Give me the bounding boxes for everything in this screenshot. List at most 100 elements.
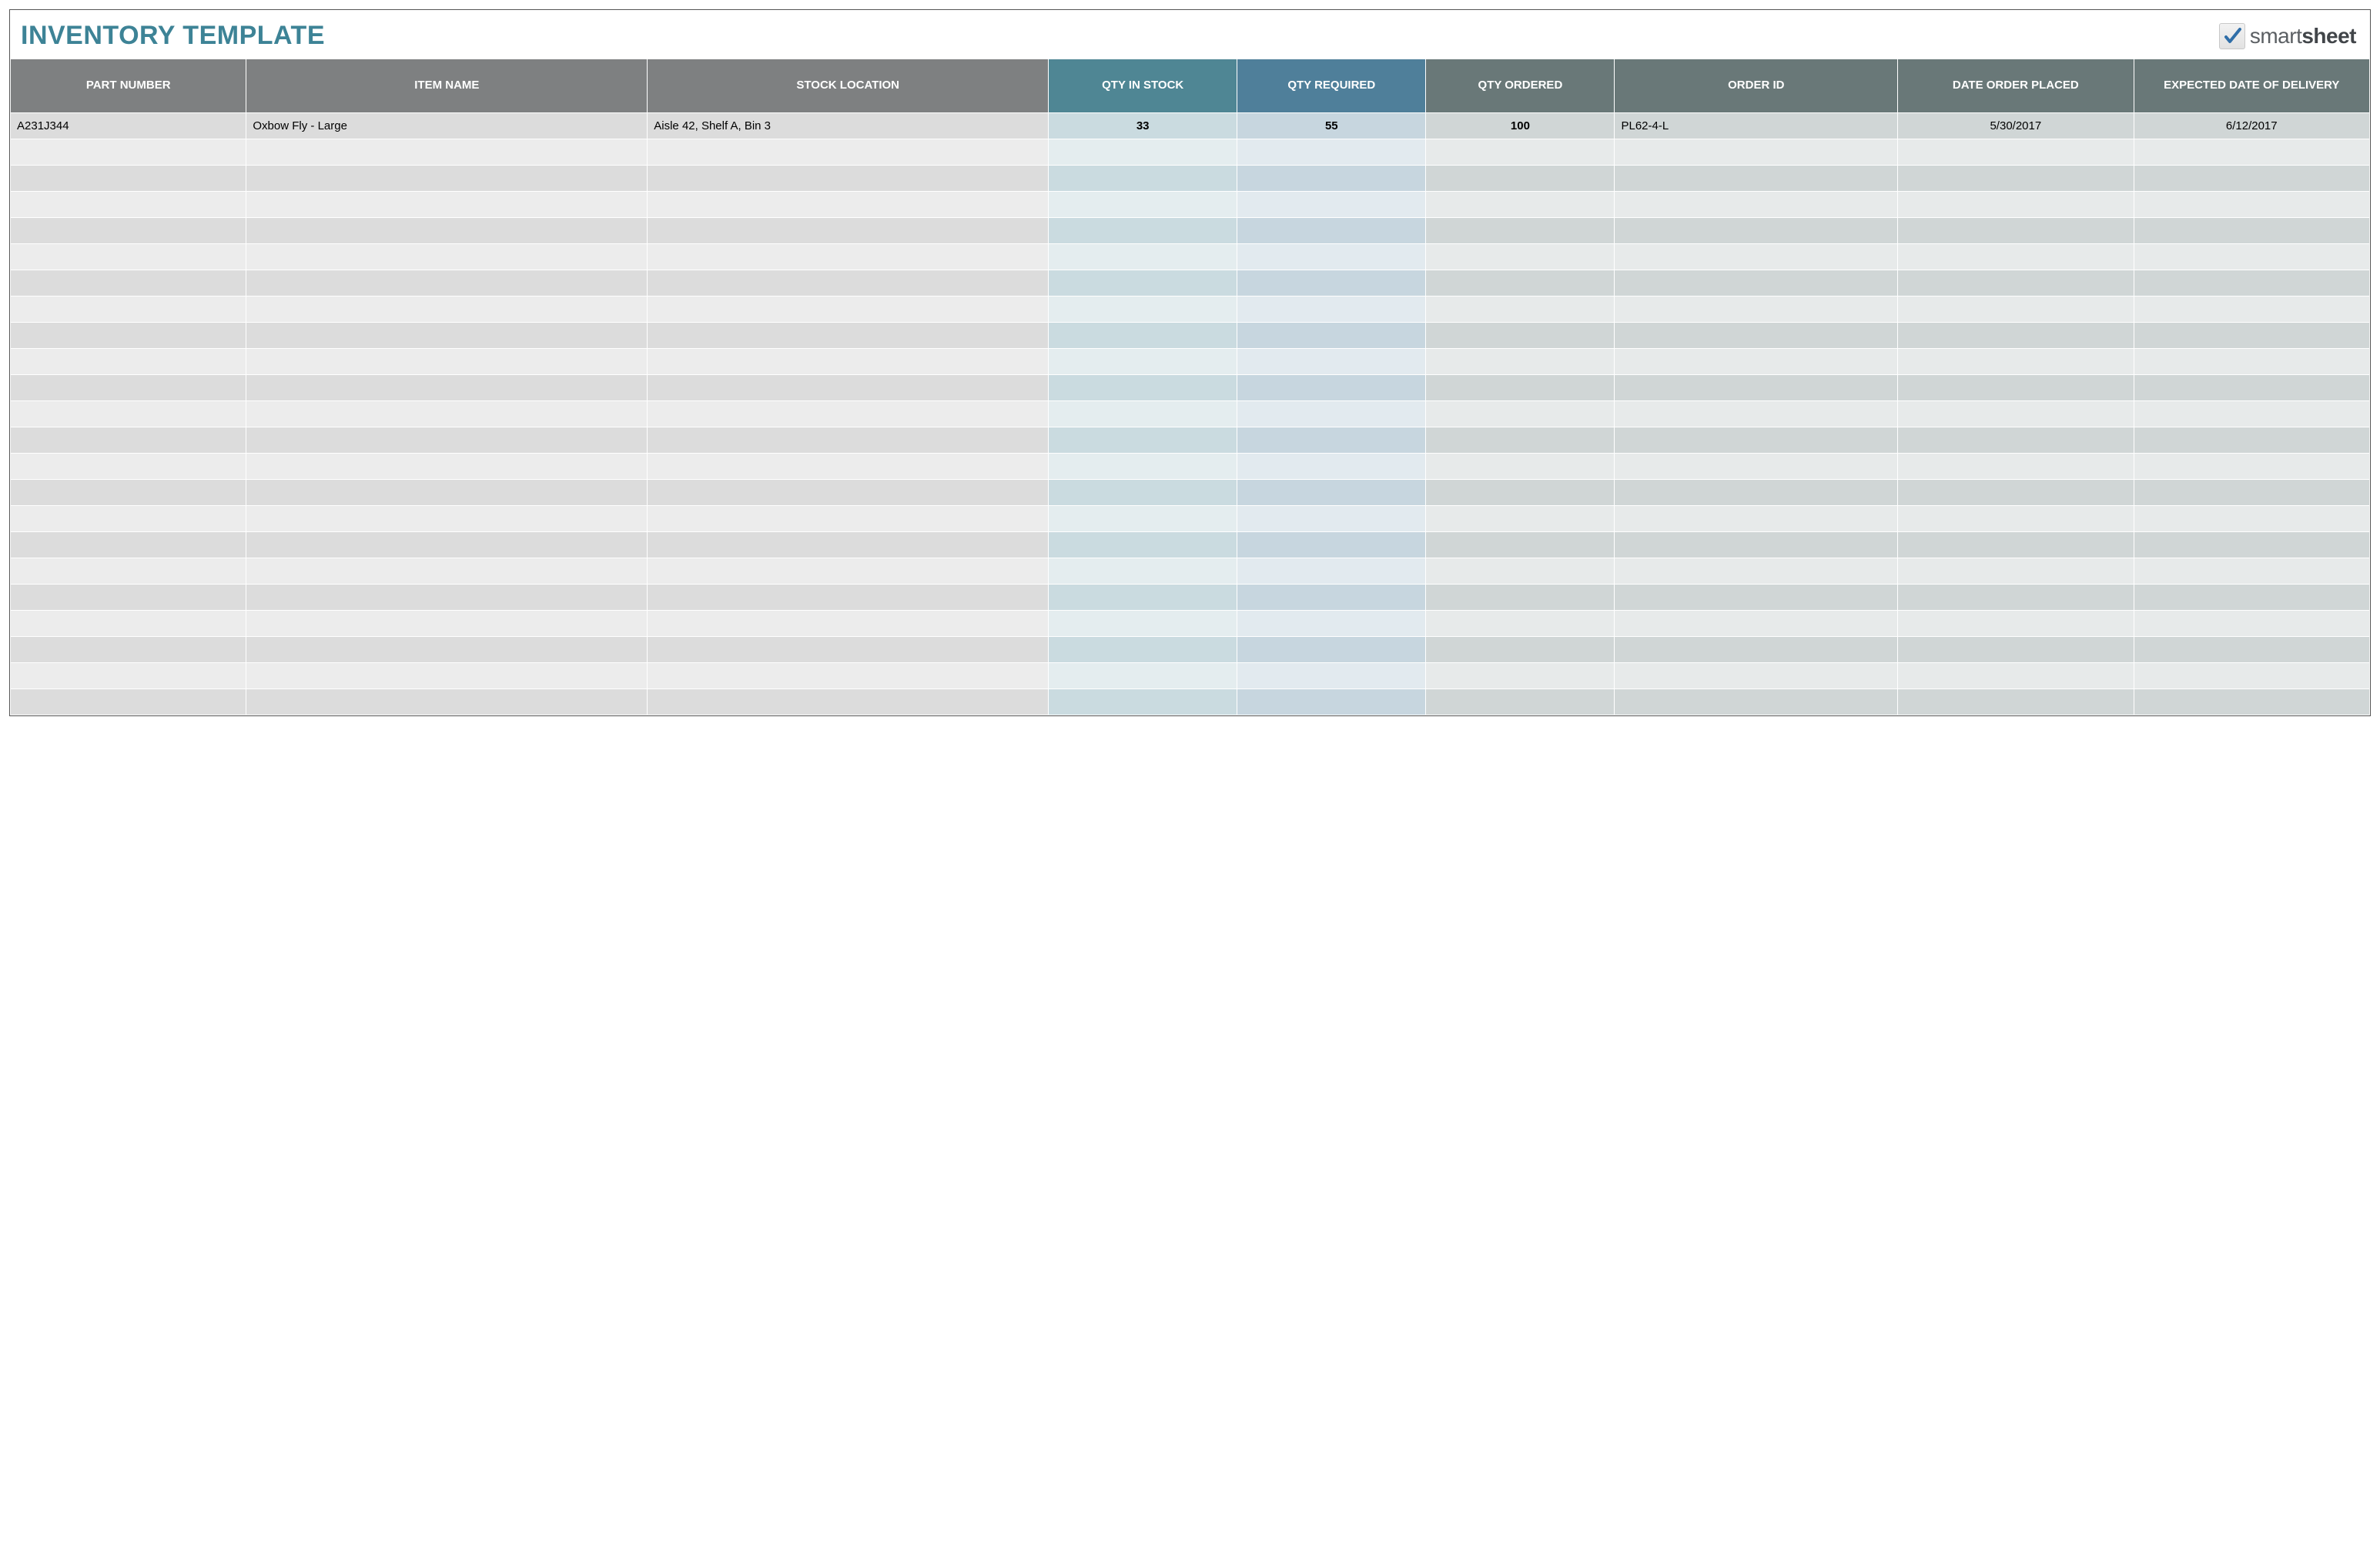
cell-qty_ordered[interactable] (1426, 139, 1615, 166)
cell-part_number[interactable] (11, 375, 246, 401)
table-row[interactable] (11, 139, 2370, 166)
cell-date_delivery[interactable]: 6/12/2017 (2134, 113, 2369, 139)
cell-stock_location[interactable] (648, 192, 1049, 218)
cell-date_delivery[interactable] (2134, 297, 2369, 323)
cell-stock_location[interactable]: Aisle 42, Shelf A, Bin 3 (648, 113, 1049, 139)
cell-item_name[interactable] (246, 139, 648, 166)
cell-stock_location[interactable] (648, 689, 1049, 715)
cell-qty_ordered[interactable] (1426, 375, 1615, 401)
cell-order_id[interactable]: PL62-4-L (1615, 113, 1898, 139)
cell-stock_location[interactable] (648, 244, 1049, 270)
cell-order_id[interactable] (1615, 244, 1898, 270)
cell-date_placed[interactable] (1898, 192, 2134, 218)
table-row[interactable] (11, 297, 2370, 323)
cell-qty_ordered[interactable] (1426, 297, 1615, 323)
cell-qty_required[interactable] (1237, 323, 1426, 349)
cell-qty_in_stock[interactable] (1049, 532, 1237, 558)
cell-order_id[interactable] (1615, 401, 1898, 427)
cell-item_name[interactable] (246, 611, 648, 637)
cell-stock_location[interactable] (648, 454, 1049, 480)
cell-date_placed[interactable] (1898, 323, 2134, 349)
cell-qty_ordered[interactable] (1426, 663, 1615, 689)
cell-item_name[interactable] (246, 532, 648, 558)
cell-date_placed[interactable] (1898, 218, 2134, 244)
cell-order_id[interactable] (1615, 689, 1898, 715)
cell-qty_required[interactable] (1237, 558, 1426, 585)
cell-order_id[interactable] (1615, 637, 1898, 663)
cell-stock_location[interactable] (648, 506, 1049, 532)
cell-item_name[interactable] (246, 375, 648, 401)
cell-item_name[interactable] (246, 349, 648, 375)
cell-part_number[interactable] (11, 297, 246, 323)
cell-date_placed[interactable] (1898, 166, 2134, 192)
cell-stock_location[interactable] (648, 218, 1049, 244)
cell-date_placed[interactable] (1898, 532, 2134, 558)
cell-qty_in_stock[interactable] (1049, 611, 1237, 637)
cell-qty_in_stock[interactable] (1049, 166, 1237, 192)
cell-stock_location[interactable] (648, 558, 1049, 585)
cell-date_delivery[interactable] (2134, 218, 2369, 244)
cell-qty_required[interactable] (1237, 637, 1426, 663)
cell-date_placed[interactable] (1898, 454, 2134, 480)
cell-stock_location[interactable] (648, 480, 1049, 506)
cell-qty_in_stock[interactable] (1049, 585, 1237, 611)
cell-qty_in_stock[interactable] (1049, 218, 1237, 244)
cell-qty_ordered[interactable] (1426, 427, 1615, 454)
cell-order_id[interactable] (1615, 192, 1898, 218)
cell-order_id[interactable] (1615, 139, 1898, 166)
cell-date_placed[interactable] (1898, 480, 2134, 506)
cell-date_placed[interactable] (1898, 663, 2134, 689)
cell-item_name[interactable] (246, 637, 648, 663)
cell-item_name[interactable] (246, 427, 648, 454)
cell-qty_required[interactable] (1237, 192, 1426, 218)
cell-qty_required[interactable] (1237, 663, 1426, 689)
cell-qty_required[interactable] (1237, 689, 1426, 715)
cell-qty_ordered[interactable] (1426, 611, 1615, 637)
cell-part_number[interactable] (11, 323, 246, 349)
cell-qty_required[interactable]: 55 (1237, 113, 1426, 139)
cell-qty_ordered[interactable] (1426, 323, 1615, 349)
cell-date_delivery[interactable] (2134, 323, 2369, 349)
cell-order_id[interactable] (1615, 349, 1898, 375)
col-header-date_delivery[interactable]: EXPECTED DATE OF DELIVERY (2134, 59, 2369, 113)
cell-qty_ordered[interactable] (1426, 244, 1615, 270)
cell-qty_in_stock[interactable] (1049, 637, 1237, 663)
col-header-stock_location[interactable]: STOCK LOCATION (648, 59, 1049, 113)
table-row[interactable] (11, 218, 2370, 244)
cell-item_name[interactable]: Oxbow Fly - Large (246, 113, 648, 139)
table-row[interactable] (11, 611, 2370, 637)
cell-qty_in_stock[interactable] (1049, 323, 1237, 349)
cell-qty_ordered[interactable] (1426, 166, 1615, 192)
cell-part_number[interactable] (11, 689, 246, 715)
cell-stock_location[interactable] (648, 349, 1049, 375)
cell-stock_location[interactable] (648, 270, 1049, 297)
cell-qty_in_stock[interactable] (1049, 401, 1237, 427)
cell-date_placed[interactable] (1898, 427, 2134, 454)
cell-date_delivery[interactable] (2134, 244, 2369, 270)
cell-qty_required[interactable] (1237, 244, 1426, 270)
cell-qty_required[interactable] (1237, 506, 1426, 532)
table-row[interactable] (11, 689, 2370, 715)
cell-part_number[interactable] (11, 218, 246, 244)
cell-date_delivery[interactable] (2134, 139, 2369, 166)
cell-item_name[interactable] (246, 218, 648, 244)
cell-item_name[interactable] (246, 323, 648, 349)
cell-order_id[interactable] (1615, 166, 1898, 192)
cell-date_placed[interactable] (1898, 585, 2134, 611)
cell-part_number[interactable] (11, 166, 246, 192)
cell-qty_in_stock[interactable] (1049, 244, 1237, 270)
cell-qty_required[interactable] (1237, 218, 1426, 244)
cell-date_placed[interactable] (1898, 375, 2134, 401)
cell-order_id[interactable] (1615, 454, 1898, 480)
cell-order_id[interactable] (1615, 585, 1898, 611)
cell-date_delivery[interactable] (2134, 532, 2369, 558)
cell-part_number[interactable] (11, 349, 246, 375)
cell-order_id[interactable] (1615, 558, 1898, 585)
col-header-qty_required[interactable]: QTY REQUIRED (1237, 59, 1426, 113)
cell-stock_location[interactable] (648, 139, 1049, 166)
cell-qty_required[interactable] (1237, 401, 1426, 427)
cell-date_delivery[interactable] (2134, 349, 2369, 375)
cell-stock_location[interactable] (648, 663, 1049, 689)
cell-qty_ordered[interactable]: 100 (1426, 113, 1615, 139)
cell-qty_in_stock[interactable] (1049, 139, 1237, 166)
